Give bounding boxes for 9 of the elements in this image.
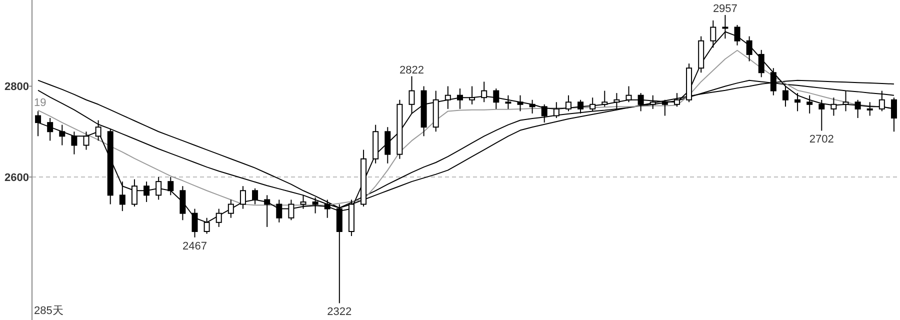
- y-tick-label: 2800: [4, 81, 29, 94]
- annotation: 2957: [712, 2, 738, 15]
- annotation: 285天: [34, 305, 64, 317]
- annotation: 19: [34, 97, 46, 109]
- y-tick-label: 2600: [4, 172, 29, 184]
- annotation: 2822: [400, 64, 424, 76]
- annotation: 2467: [182, 240, 207, 252]
- annotation: 2702: [809, 134, 834, 146]
- annotation: 2322: [327, 306, 352, 318]
